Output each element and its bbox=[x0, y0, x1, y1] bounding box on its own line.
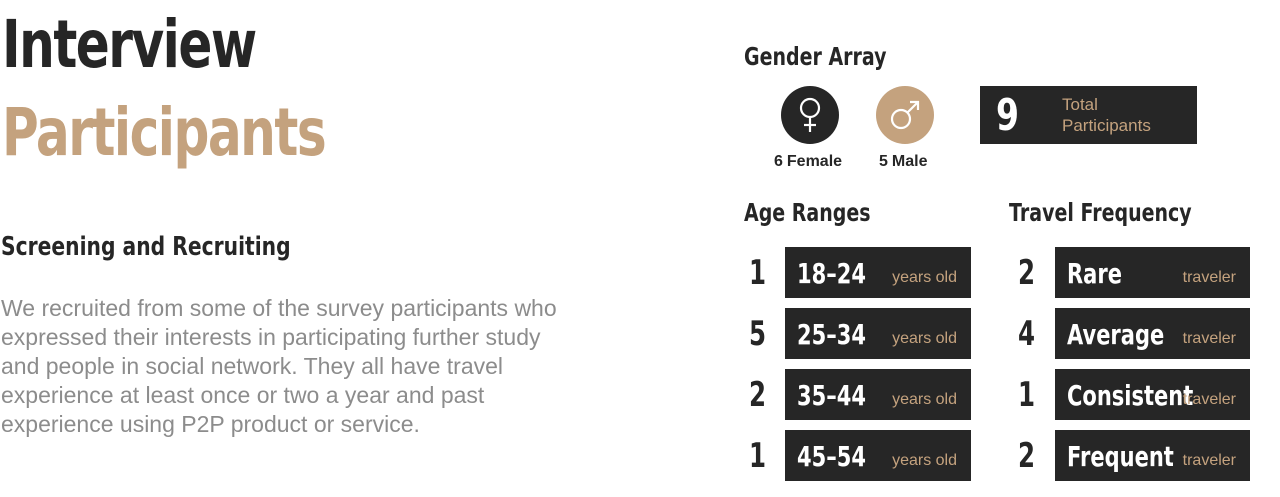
frequency-box: Consistent traveler bbox=[1055, 369, 1250, 420]
gender-heading: Gender Array bbox=[744, 42, 887, 71]
age-range-box: 45–54 years old bbox=[785, 430, 971, 481]
frequency-box: Average traveler bbox=[1055, 308, 1250, 359]
age-count: 2 bbox=[749, 375, 767, 415]
frequency-count: 1 bbox=[1018, 375, 1036, 415]
age-range-box: 35–44 years old bbox=[785, 369, 971, 420]
age-range-value: 45–54 bbox=[797, 440, 866, 473]
frequency-box: Frequent traveler bbox=[1055, 430, 1250, 481]
frequency-box: Rare traveler bbox=[1055, 247, 1250, 298]
age-range-value: 35–44 bbox=[797, 379, 866, 412]
male-icon bbox=[890, 100, 920, 130]
age-unit: years old bbox=[892, 391, 957, 408]
frequency-value: Frequent bbox=[1067, 440, 1174, 473]
male-label: 5 Male bbox=[879, 153, 927, 171]
age-count: 1 bbox=[749, 253, 767, 293]
page-title-line2: Participants bbox=[2, 94, 327, 171]
female-text: Female bbox=[786, 153, 843, 170]
frequency-unit: traveler bbox=[1182, 452, 1236, 469]
male-text: Male bbox=[891, 153, 928, 170]
age-range-value: 25–34 bbox=[797, 318, 866, 351]
total-count: 9 bbox=[996, 90, 1019, 141]
frequency-unit: traveler bbox=[1182, 391, 1236, 408]
female-icon bbox=[799, 97, 821, 132]
frequency-count: 4 bbox=[1018, 314, 1036, 354]
female-count: 6 bbox=[774, 153, 783, 170]
age-range-box: 18–24 years old bbox=[785, 247, 971, 298]
frequency-unit: traveler bbox=[1182, 330, 1236, 347]
male-circle bbox=[876, 86, 934, 144]
age-heading: Age Ranges bbox=[744, 198, 871, 227]
frequency-count: 2 bbox=[1018, 436, 1036, 476]
frequency-count: 2 bbox=[1018, 253, 1036, 293]
female-circle bbox=[781, 86, 839, 144]
screening-body: We recruited from some of the survey par… bbox=[1, 295, 557, 437]
age-range-box: 25–34 years old bbox=[785, 308, 971, 359]
frequency-value: Average bbox=[1067, 318, 1165, 351]
total-label: Total Participants bbox=[1062, 95, 1151, 135]
age-range-value: 18–24 bbox=[797, 257, 866, 290]
frequency-unit: traveler bbox=[1182, 269, 1236, 286]
male-count: 5 bbox=[879, 153, 888, 170]
frequency-heading: Travel Frequency bbox=[1009, 198, 1192, 227]
age-count: 1 bbox=[749, 436, 767, 476]
female-label: 6 Female bbox=[774, 153, 842, 171]
age-count: 5 bbox=[749, 314, 767, 354]
age-unit: years old bbox=[892, 269, 957, 286]
total-participants-box: 9 Total Participants bbox=[980, 86, 1197, 144]
age-unit: years old bbox=[892, 452, 957, 469]
frequency-value: Consistent bbox=[1067, 379, 1194, 412]
frequency-value: Rare bbox=[1067, 257, 1122, 290]
age-unit: years old bbox=[892, 330, 957, 347]
page-title-line1: Interview bbox=[2, 6, 257, 83]
screening-heading: Screening and Recruiting bbox=[1, 232, 291, 262]
